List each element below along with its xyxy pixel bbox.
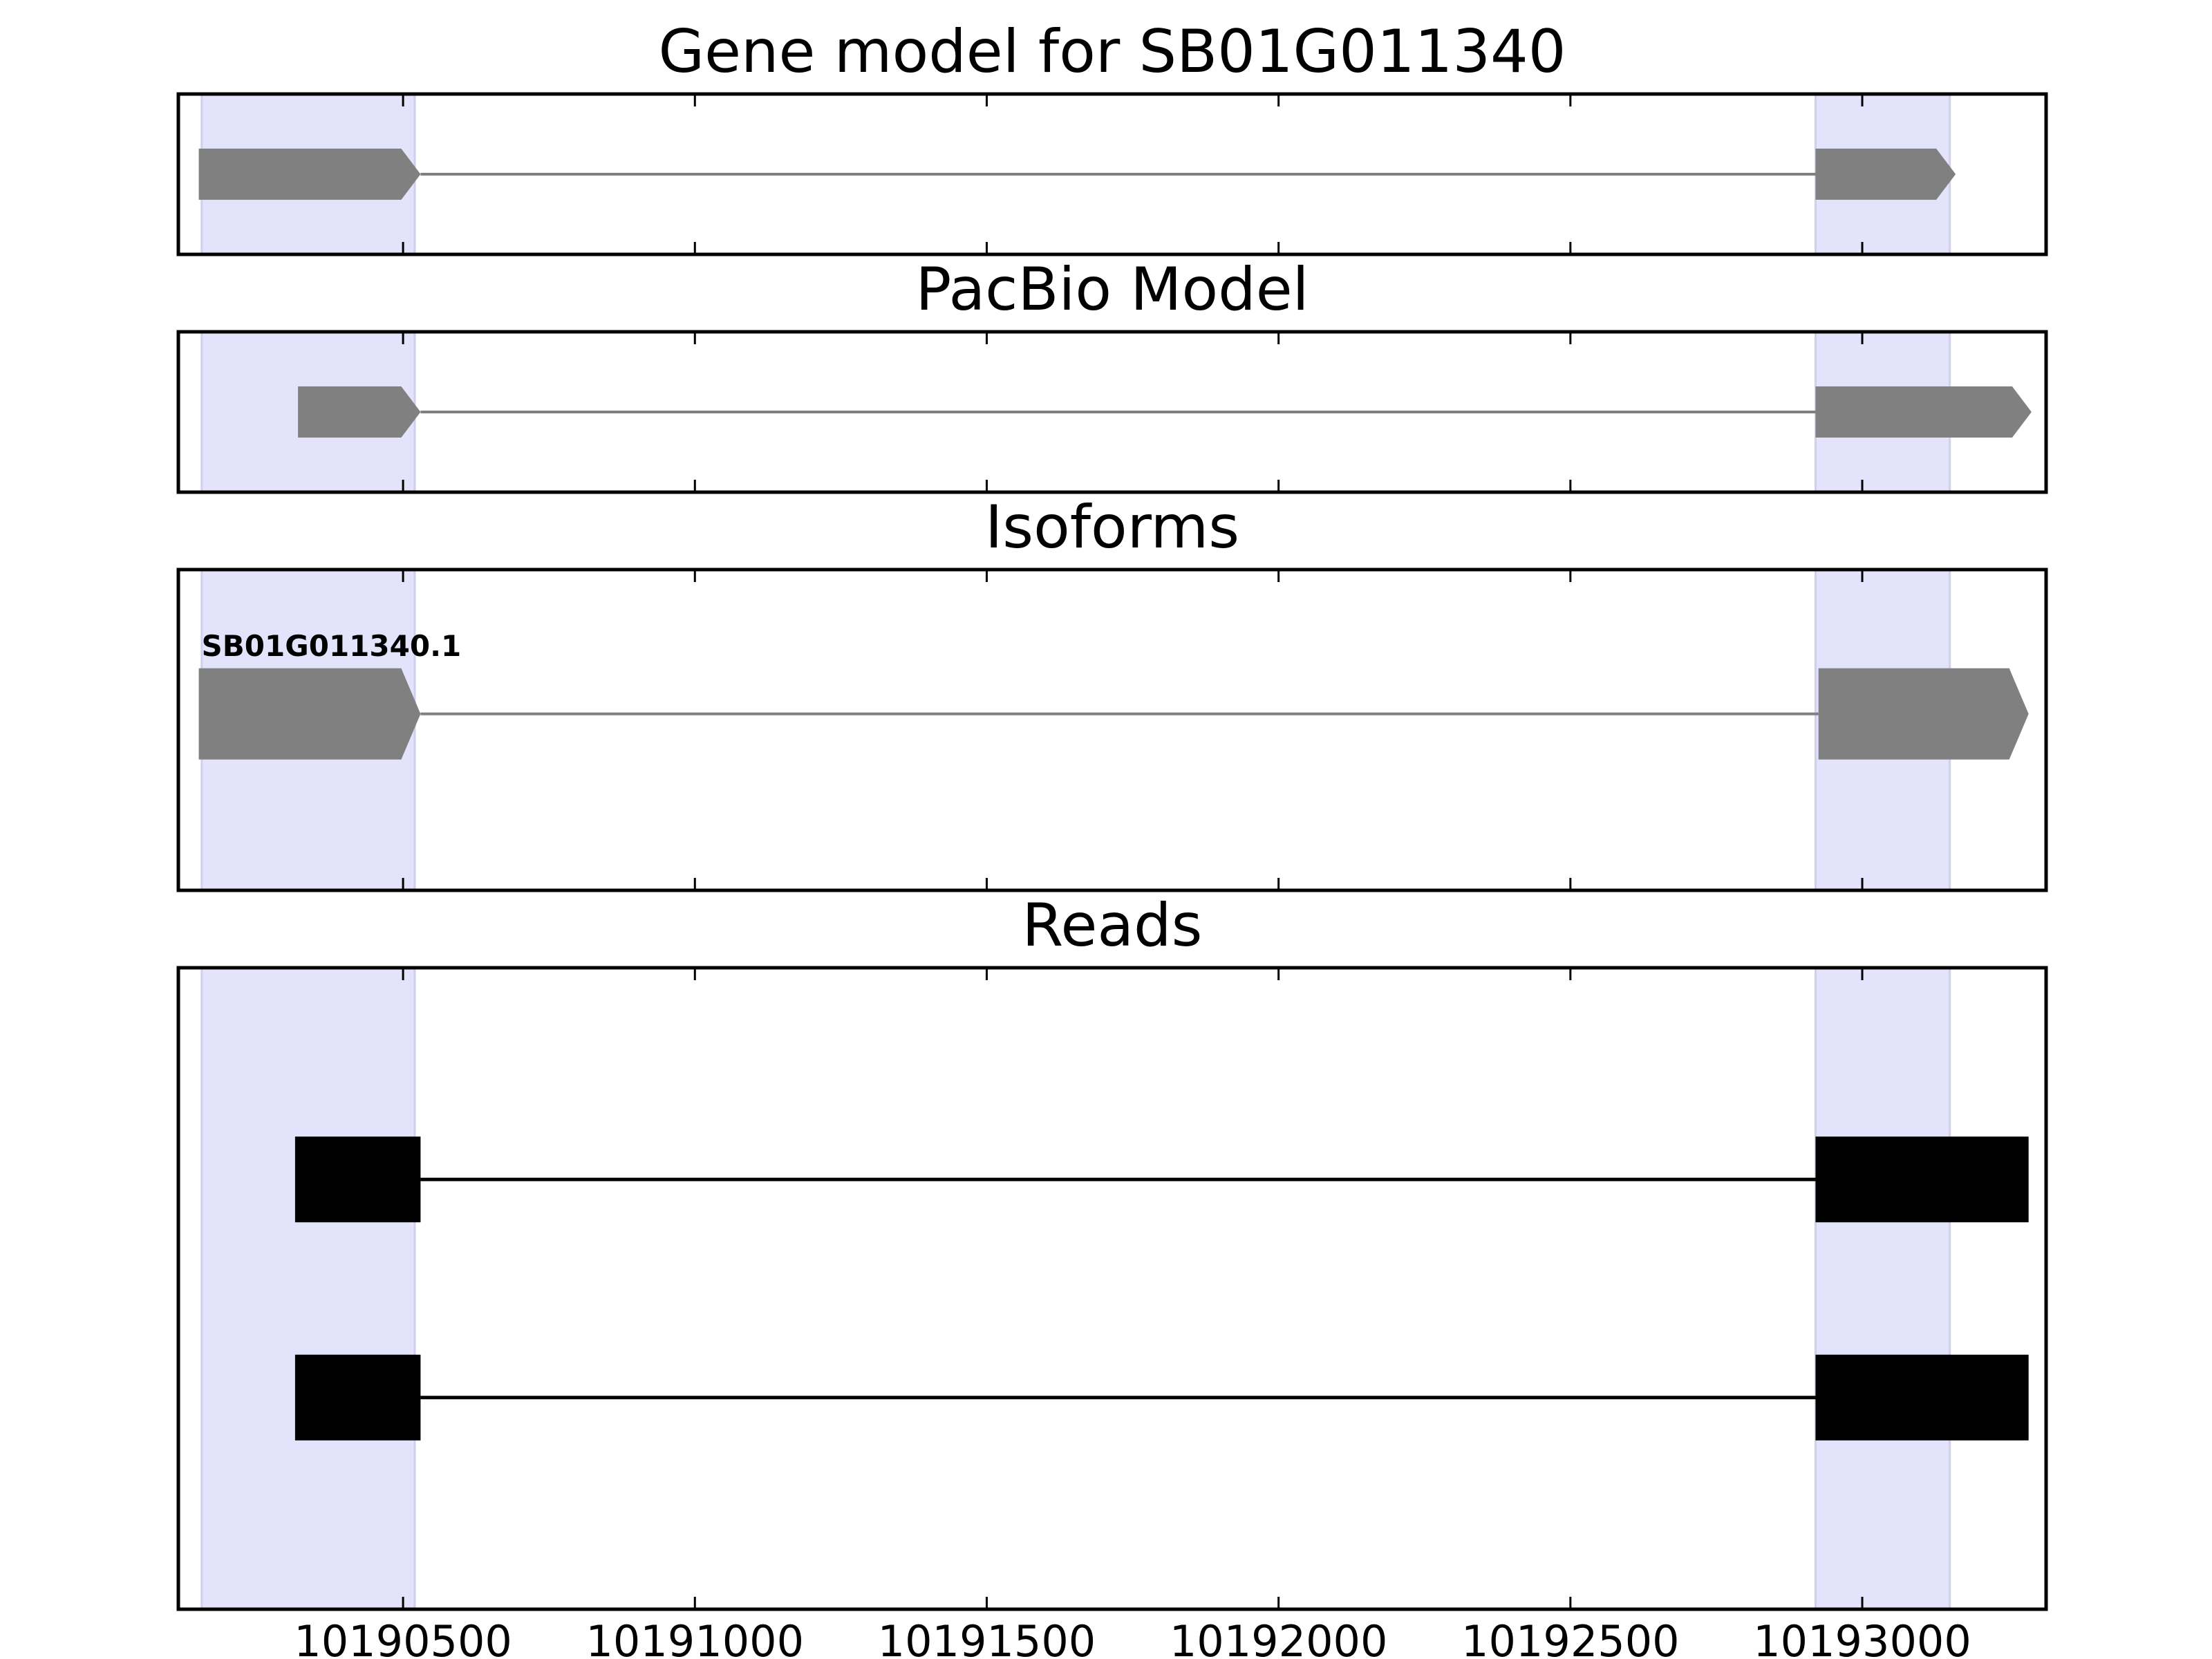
exon-arrow xyxy=(198,668,421,760)
panel-title: PacBio Model xyxy=(915,255,1309,324)
read-exon-block xyxy=(294,1354,421,1441)
x-tick-label: 10191500 xyxy=(878,1616,1096,1659)
x-tick-label: 10191000 xyxy=(585,1616,804,1659)
isoform-label: SB01G011340.1 xyxy=(202,629,462,663)
isoforms-panel: Isoforms SB01G011340.1 xyxy=(176,493,2048,892)
read-exon-block xyxy=(1815,1136,2029,1223)
x-tick-label: 10192500 xyxy=(1461,1616,1680,1659)
gene-model-panel: Gene model for SB01G011340 xyxy=(176,17,2048,256)
highlight-region-0 xyxy=(200,966,416,1611)
x-tick-label: 10192000 xyxy=(1170,1616,1388,1659)
exon-arrow xyxy=(1815,149,1956,200)
exon-arrow xyxy=(198,149,421,200)
read-exon-block xyxy=(294,1136,421,1223)
panel-frame xyxy=(176,330,2048,494)
panel-frame xyxy=(176,568,2048,892)
exon-arrow xyxy=(1815,386,2032,438)
pacbio-model-panel: PacBio Model xyxy=(176,255,2048,494)
x-tick-label: 10190500 xyxy=(294,1616,512,1659)
panel-title: Reads xyxy=(1022,891,1203,960)
panel-title: Gene model for SB01G011340 xyxy=(659,17,1566,86)
exon-arrow xyxy=(1818,668,2029,760)
read-exon-block xyxy=(1815,1354,2029,1441)
x-tick-label: 10193000 xyxy=(1753,1616,1971,1659)
highlight-region-1 xyxy=(1814,966,1951,1611)
panel-frame xyxy=(176,966,2048,1611)
panel-frame xyxy=(176,92,2048,256)
exon-arrow xyxy=(298,386,421,438)
reads-panel: Reads 10190500 10191000 10191500 10192000 101… xyxy=(176,891,2048,1659)
panel-title: Isoforms xyxy=(985,493,1239,562)
